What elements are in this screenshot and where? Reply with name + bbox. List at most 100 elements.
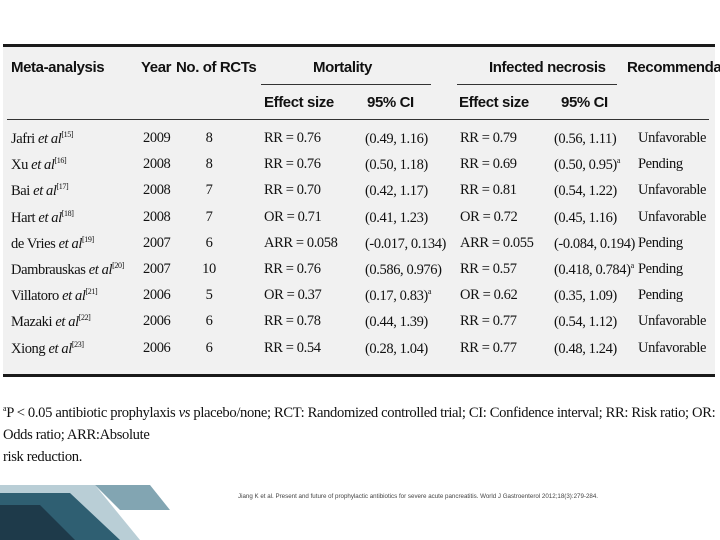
author-name: Xiong (11, 340, 46, 357)
cell-num-rcts: 6 (205, 234, 213, 251)
cell-recommendation: Unfavorable (638, 313, 707, 330)
significance-marker: a (630, 261, 635, 270)
cell-meta-analysis: Jafri et al[15] (11, 130, 74, 148)
deco-shape-stripe (95, 485, 170, 510)
footnote-vs: vs (178, 405, 191, 421)
cell-infected-ci: (0.50, 0.95)a (554, 156, 620, 174)
cell-mortality-effect-size: RR = 0.76 (264, 261, 321, 277)
reference-number: [18] (61, 208, 74, 218)
cell-meta-analysis: Bai et al[17] (11, 182, 69, 200)
cell-mortality-effect-size: RR = 0.70 (264, 182, 321, 199)
cell-num-rcts: 8 (205, 156, 213, 173)
cell-mortality-effect-size: RR = 0.78 (264, 313, 321, 330)
cell-meta-analysis: Dambrauskas et al[20] (11, 261, 124, 279)
cell-year: 2006 (143, 339, 171, 356)
ci-value: (0.44, 1.39) (365, 314, 428, 331)
footnote: aP < 0.05 antibiotic prophylaxis vs plac… (3, 398, 718, 468)
cell-recommendation: Pending (638, 261, 683, 277)
cell-infected-effect-size: RR = 0.77 (460, 313, 517, 330)
header-bottom-rule (7, 119, 709, 120)
cell-infected-effect-size: ARR = 0.055 (460, 234, 534, 251)
reference-number: [17] (56, 182, 69, 192)
et-al: et al (88, 262, 113, 278)
cell-meta-analysis: Villatoro et al[21] (11, 287, 98, 305)
reference-number: [20] (112, 261, 124, 270)
cell-mortality-effect-size: RR = 0.54 (264, 339, 321, 356)
meta-analysis-table: Meta-analysis Year No. of RCTs Mortality… (3, 44, 720, 377)
et-al: et al (58, 235, 83, 252)
cell-recommendation: Unfavorable (638, 208, 707, 225)
ci-value: (0.50, 0.95) (554, 157, 617, 174)
cell-mortality-effect-size: OR = 0.37 (264, 287, 322, 304)
header-meta-analysis: Meta-analysis (11, 59, 105, 76)
cell-meta-analysis: Xu et al[16] (11, 156, 67, 174)
mortality-rule (261, 84, 431, 85)
cell-infected-effect-size: RR = 0.81 (460, 182, 517, 199)
cell-num-rcts: 5 (205, 287, 213, 304)
cell-infected-effect-size: RR = 0.69 (460, 156, 517, 173)
cell-infected-ci: (0.54, 1.12) (554, 313, 617, 331)
et-al: et al (38, 131, 62, 147)
ci-value: (0.41, 1.23) (365, 209, 428, 226)
footnote-line2: risk reduction. (3, 449, 83, 465)
cell-infected-effect-size: RR = 0.57 (460, 261, 517, 277)
header-recommendation: Recommendation (627, 59, 720, 76)
cell-num-rcts: 7 (205, 182, 213, 199)
cell-recommendation: Pending (638, 287, 683, 304)
cell-year: 2006 (143, 287, 171, 304)
cell-infected-ci: (0.54, 1.22) (554, 182, 617, 200)
et-al: et al (62, 288, 86, 305)
reference-number: [22] (78, 313, 91, 323)
cell-infected-effect-size: OR = 0.62 (460, 287, 518, 304)
ci-value: (0.56, 1.11) (554, 131, 617, 147)
decorative-corner-graphic (0, 485, 170, 540)
deco-shape-dark (0, 505, 75, 540)
ci-value: (0.48, 1.24) (554, 340, 617, 357)
citation: Jiang K et al. Present and future of pro… (238, 493, 598, 500)
cell-year: 2007 (143, 261, 171, 277)
header-infected-ci: 95% CI (561, 94, 608, 111)
author-name: Villatoro (11, 288, 59, 305)
cell-mortality-effect-size: RR = 0.76 (264, 156, 321, 173)
cell-mortality-ci: (0.41, 1.23) (365, 209, 428, 227)
ci-value: (0.418, 0.784) (554, 262, 631, 278)
ci-value: (0.28, 1.04) (365, 340, 428, 357)
significance-marker: a (616, 156, 621, 166)
cell-recommendation: Pending (638, 234, 683, 251)
footnote-line1b: placebo/none; RCT: Randomized controlled… (3, 405, 716, 443)
cell-recommendation: Pending (638, 156, 683, 173)
reference-number: [16] (54, 156, 67, 166)
cell-meta-analysis: Mazaki et al[22] (11, 313, 91, 331)
cell-infected-ci: (0.45, 1.16) (554, 209, 617, 227)
cell-infected-ci: (0.56, 1.11) (554, 130, 617, 148)
author-name: Hart (11, 209, 36, 226)
cell-mortality-ci: (0.49, 1.16) (365, 130, 428, 148)
cell-year: 2006 (143, 313, 171, 330)
reference-number: [15] (61, 130, 74, 139)
et-al: et al (55, 314, 79, 331)
et-al: et al (48, 340, 73, 357)
cell-infected-ci: (0.48, 1.24) (554, 340, 617, 358)
ci-value: (-0.017, 0.134) (365, 235, 446, 252)
reference-number: [23] (71, 339, 84, 349)
cell-mortality-ci: (0.586, 0.976) (365, 261, 442, 279)
cell-num-rcts: 6 (205, 313, 213, 330)
et-al: et al (38, 209, 62, 226)
reference-number: [21] (85, 287, 98, 297)
cell-num-rcts: 8 (205, 130, 213, 146)
cell-year: 2008 (143, 156, 171, 173)
ci-value: (0.35, 1.09) (554, 288, 617, 305)
author-name: Bai (11, 183, 30, 200)
cell-meta-analysis: de Vries et al[19] (11, 235, 94, 253)
significance-marker: a (427, 287, 432, 297)
ci-value: (0.54, 1.22) (554, 183, 617, 200)
cell-meta-analysis: Xiong et al[23] (11, 340, 84, 358)
ci-value: (0.49, 1.16) (365, 131, 428, 147)
header-mortality-ci: 95% CI (367, 94, 414, 111)
cell-num-rcts: 7 (205, 208, 213, 225)
cell-mortality-effect-size: ARR = 0.058 (264, 234, 338, 251)
cell-mortality-ci: (0.42, 1.17) (365, 182, 428, 200)
cell-mortality-ci: (0.44, 1.39) (365, 313, 428, 331)
author-name: de Vries (11, 235, 56, 252)
header-infected-effect-size: Effect size (459, 94, 529, 111)
